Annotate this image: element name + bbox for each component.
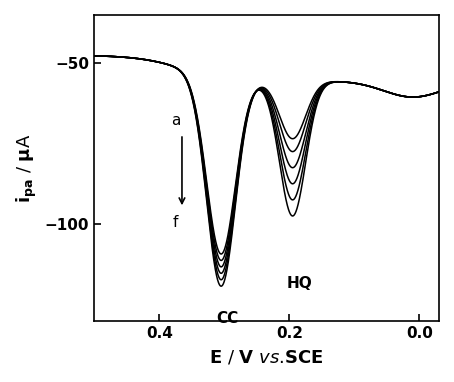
Text: a: a <box>171 113 180 128</box>
Text: f: f <box>173 215 178 230</box>
Y-axis label: $\mathbf{i}_\mathbf{pa}$ / $\mathbf{\mu}$A: $\mathbf{i}_\mathbf{pa}$ / $\mathbf{\mu}… <box>15 133 39 202</box>
X-axis label: $\mathbf{E}$ / $\mathbf{V}$ $\it{vs}$.$\mathbf{SCE}$: $\mathbf{E}$ / $\mathbf{V}$ $\it{vs}$.$\… <box>209 349 324 367</box>
Text: HQ: HQ <box>286 276 312 291</box>
Text: CC: CC <box>217 311 239 326</box>
